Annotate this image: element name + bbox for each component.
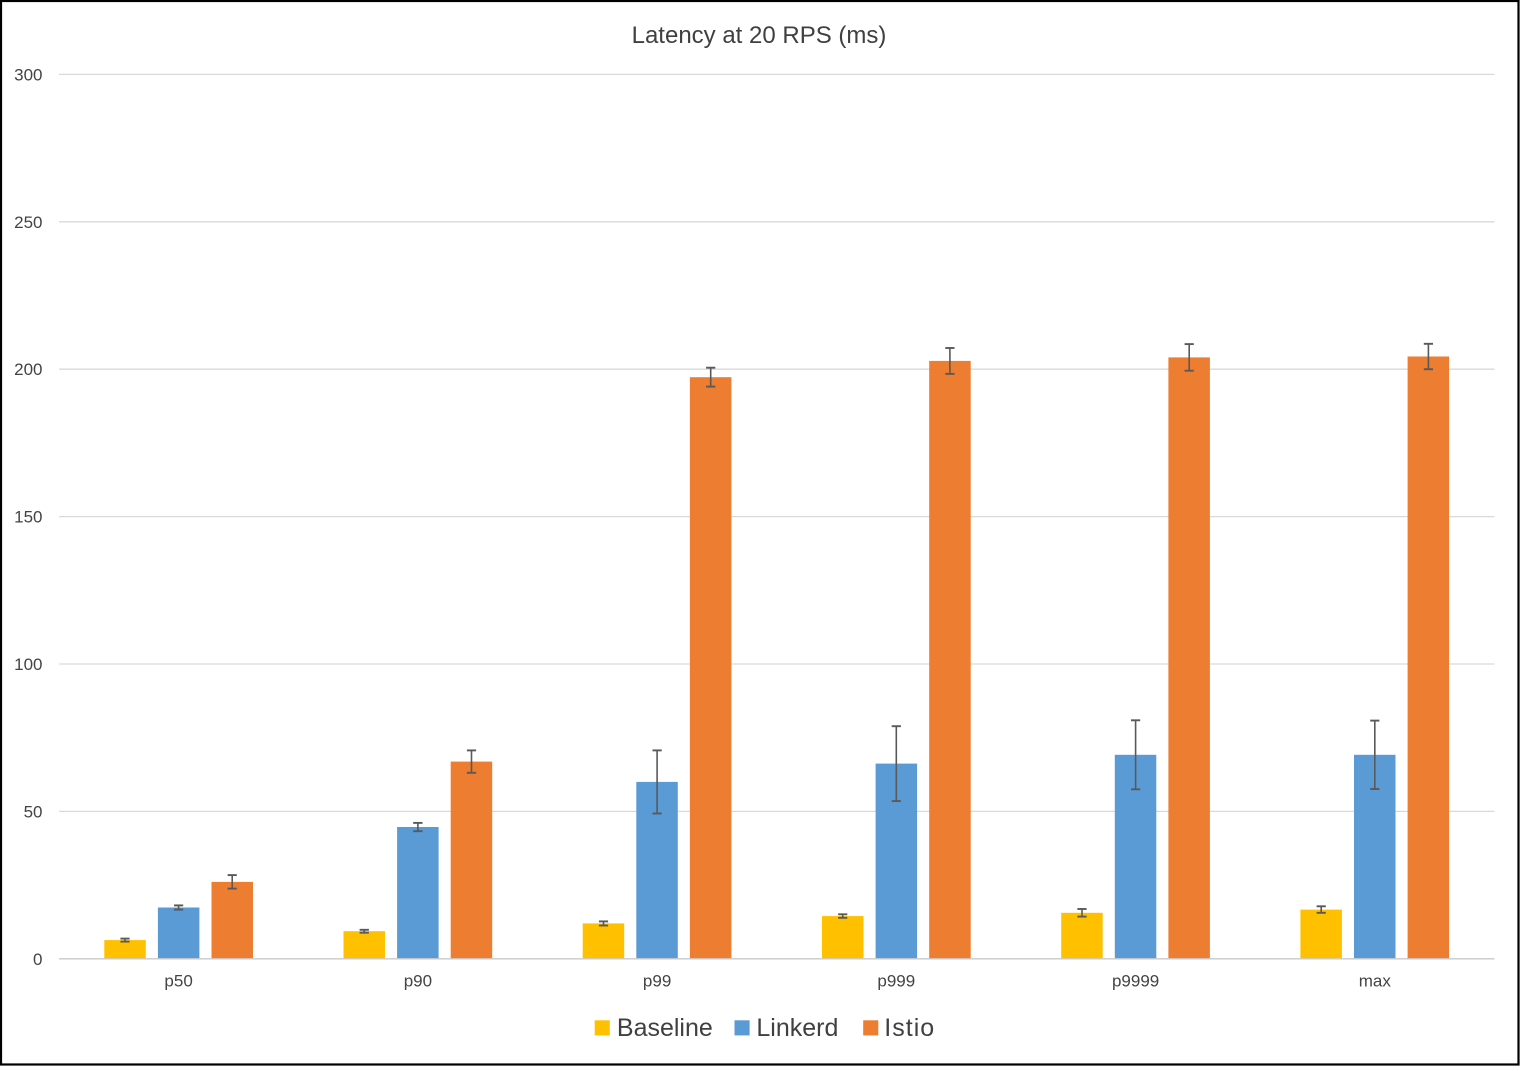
svg-text:p9999: p9999 (1112, 972, 1159, 991)
svg-text:Istio: Istio (884, 1014, 935, 1042)
svg-text:max: max (1359, 972, 1392, 991)
svg-text:Linkerd: Linkerd (756, 1014, 838, 1042)
svg-text:p90: p90 (404, 972, 432, 991)
svg-text:100: 100 (14, 655, 42, 674)
svg-text:Baseline: Baseline (617, 1014, 713, 1042)
svg-text:p99: p99 (643, 972, 671, 991)
svg-text:200: 200 (14, 360, 42, 379)
svg-text:0: 0 (33, 950, 42, 969)
svg-text:p50: p50 (164, 972, 192, 991)
svg-text:150: 150 (14, 508, 42, 527)
svg-text:50: 50 (24, 802, 43, 821)
svg-text:p999: p999 (877, 972, 915, 991)
svg-text:250: 250 (14, 213, 42, 232)
svg-text:300: 300 (14, 65, 42, 84)
svg-text:Latency at 20 RPS (ms): Latency at 20 RPS (ms) (632, 22, 887, 49)
